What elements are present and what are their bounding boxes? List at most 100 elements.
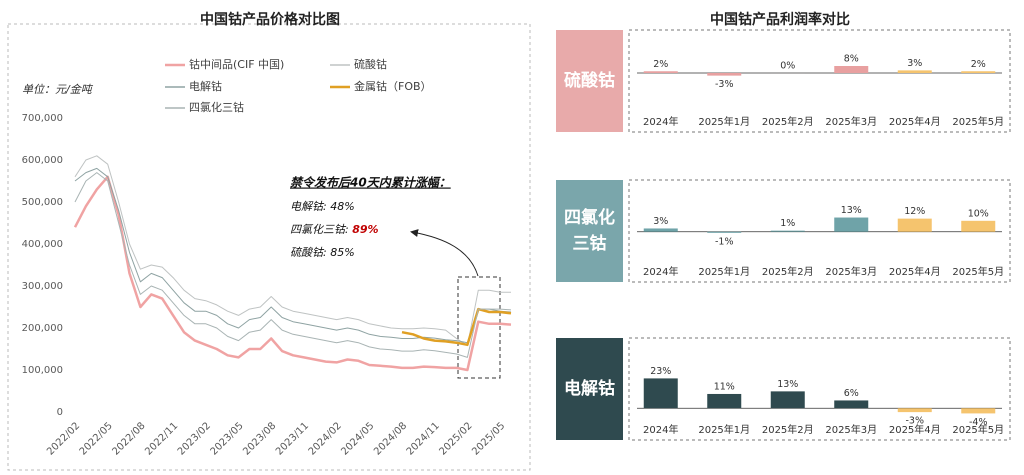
annotation-label: 电解钴: (290, 200, 330, 213)
bar (961, 220, 996, 232)
annotation-item: 四氯化三钴: 89% (290, 223, 379, 236)
x-tick-label: 2025年4月 (889, 115, 941, 128)
y-tick-label: 200,000 (22, 323, 63, 334)
value-label: -4% (969, 417, 988, 428)
annotation-value: 85% (330, 246, 354, 259)
chart-title: 中国钴产品价格对比图 (200, 11, 340, 28)
annotation-value: 89% (352, 223, 378, 236)
x-tick-label: 2025年1月 (698, 115, 750, 128)
value-label: -3% (715, 79, 734, 90)
value-label: 12% (904, 206, 925, 217)
bar (643, 378, 678, 409)
x-tick-label: 2025年1月 (698, 423, 750, 436)
x-tick-label: 2023/11 (274, 420, 311, 457)
bar (834, 66, 869, 73)
bar (770, 230, 805, 232)
unit-label: 单位：元/金吨 (22, 83, 94, 96)
bar (707, 73, 742, 76)
value-label: 2% (653, 59, 668, 70)
bar (643, 71, 678, 73)
series-line (74, 155, 511, 347)
x-tick-label: 2022/05 (78, 420, 115, 457)
x-tick-label: 2025年4月 (889, 265, 941, 278)
x-tick-label: 2025/02 (437, 420, 474, 457)
x-tick-label: 2025年2月 (762, 115, 814, 128)
x-tick-label: 2025年2月 (762, 265, 814, 278)
bar (707, 393, 742, 409)
value-label: 0% (780, 61, 795, 72)
x-tick-label: 2022/02 (45, 420, 82, 457)
value-label: 6% (844, 388, 859, 399)
bar (961, 408, 996, 414)
x-tick-label: 2025年4月 (889, 423, 941, 436)
value-label: 13% (841, 205, 862, 216)
value-label: 23% (650, 366, 671, 377)
y-tick-label: 700,000 (22, 113, 63, 124)
x-tick-label: 2025年5月 (952, 423, 1004, 436)
x-tick-label: 2024/05 (339, 420, 376, 457)
annotation-title: 禁令发布后40天内累计涨幅： (290, 176, 451, 190)
bar (834, 400, 869, 409)
arrow (410, 229, 479, 277)
x-tick-label: 2025年2月 (762, 423, 814, 436)
x-tick-label: 2024年 (643, 265, 678, 278)
x-tick-label: 2025年5月 (952, 115, 1004, 128)
x-tick-label: 2025年3月 (825, 423, 877, 436)
annotation-label: 四氯化三钴: (290, 223, 352, 236)
y-tick-label: 0 (57, 407, 63, 418)
y-tick-label: 300,000 (22, 281, 63, 292)
highlight-box (457, 276, 501, 379)
series-line (74, 172, 512, 358)
bar (897, 218, 932, 232)
y-tick-label: 100,000 (22, 365, 63, 376)
x-tick-label: 2024年 (643, 423, 678, 436)
chart-title: 中国钴产品利润率对比 (710, 11, 850, 28)
bar (770, 391, 805, 409)
value-label: 11% (714, 381, 735, 392)
x-tick-label: 2024/02 (307, 420, 344, 457)
x-tick-label: 2024/11 (405, 420, 442, 457)
series-line (401, 307, 512, 347)
x-tick-label: 2023/08 (241, 420, 278, 457)
value-label: 13% (777, 379, 798, 390)
x-tick-label: 2025年3月 (825, 115, 877, 128)
panel-label: 硫酸钴 (556, 30, 623, 132)
bar (643, 228, 678, 232)
x-tick-label: 2025/05 (470, 420, 507, 457)
x-tick-label: 2022/11 (143, 420, 180, 457)
value-label: 10% (968, 208, 989, 219)
legend-label: 电解钴 (189, 79, 222, 93)
annotation-item: 电解钴: 48% (290, 200, 355, 213)
panel-label: 电解钴 (556, 338, 623, 440)
value-label: 3% (907, 58, 922, 69)
x-tick-label: 2025年1月 (698, 265, 750, 278)
value-label: 1% (780, 218, 795, 229)
y-tick-label: 500,000 (22, 197, 63, 208)
annotation-item: 硫酸钴: 85% (290, 246, 355, 259)
panel-frame (628, 29, 1011, 133)
panel-frame (628, 337, 1011, 441)
y-tick-label: 600,000 (22, 155, 63, 166)
bar (897, 70, 932, 73)
value-label: 2% (971, 59, 986, 70)
bar (707, 231, 742, 233)
legend-label: 金属钴（FOB） (354, 79, 432, 93)
left-frame (7, 23, 531, 471)
legend-label: 钴中间品(CIF 中国) (189, 57, 284, 71)
series-line (73, 175, 512, 372)
x-tick-label: 2022/08 (110, 420, 147, 457)
legend-label: 四氯化三钴 (189, 100, 244, 114)
x-tick-label: 2023/05 (209, 420, 246, 457)
annotation-value: 48% (330, 200, 354, 213)
x-tick-label: 2024/08 (372, 420, 409, 457)
value-label: 8% (844, 54, 859, 65)
y-tick-label: 400,000 (22, 239, 63, 250)
value-label: 3% (653, 216, 668, 227)
x-tick-label: 2025年3月 (825, 265, 877, 278)
bar (897, 408, 932, 413)
panel-frame (628, 179, 1011, 283)
bar (834, 217, 869, 232)
panel-label: 四氯化三钴 (556, 180, 623, 282)
